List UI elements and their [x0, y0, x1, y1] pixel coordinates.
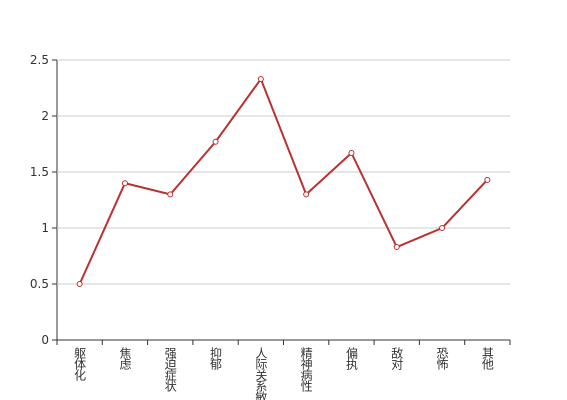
y-tick-label: 2.5	[30, 53, 49, 67]
x-tick-label: 恐怖	[435, 347, 449, 370]
y-tick-label: 2	[41, 109, 49, 123]
x-tick-label: 精神病性	[299, 347, 313, 393]
point	[348, 149, 355, 156]
x-tick-label: 强迫症状	[163, 347, 177, 392]
x-tick-label: 偏执	[344, 346, 358, 371]
x-tick-label: 人际关系敏感	[254, 347, 268, 400]
point	[439, 225, 446, 231]
x-tick-label: 躯体化	[73, 346, 87, 382]
y-tick-label: 0.5	[30, 277, 49, 291]
point	[303, 191, 310, 198]
x-tick-label: 敌对	[390, 346, 404, 370]
line	[78, 76, 489, 285]
y-tick-label: 1.5	[30, 165, 49, 179]
y-tick-label: 1	[41, 221, 49, 235]
point	[484, 176, 491, 183]
x-tick-label: 焦虑	[118, 347, 132, 370]
point	[393, 244, 400, 251]
point	[167, 191, 174, 198]
point	[212, 138, 219, 145]
x-tick-label: 抑郁	[209, 346, 223, 371]
point	[121, 180, 128, 187]
point	[76, 281, 83, 287]
x-tick-label: 其他	[480, 347, 494, 370]
y-tick-label: 0	[41, 333, 49, 347]
point	[257, 76, 264, 83]
